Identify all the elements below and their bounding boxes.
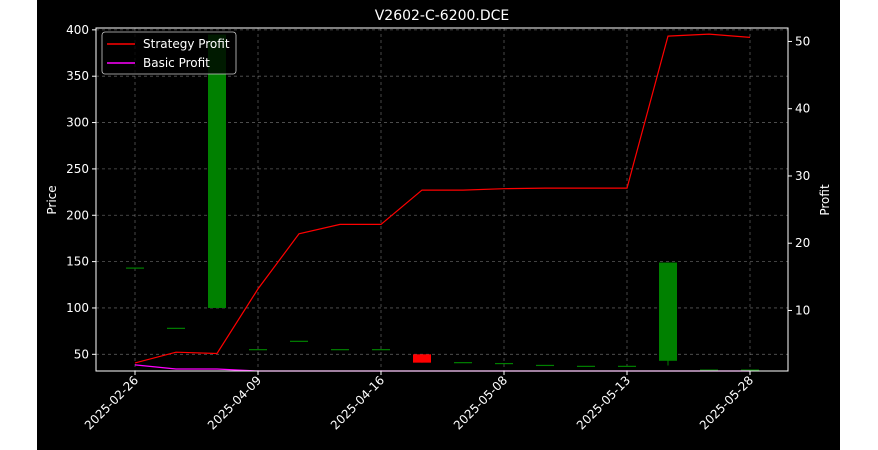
x-tick-label: 2025-04-16 xyxy=(328,373,387,432)
candle-body xyxy=(413,354,431,363)
legend: Strategy Profit Basic Profit xyxy=(101,31,237,75)
candle-body xyxy=(577,365,595,367)
legend-box xyxy=(101,31,237,75)
right-tick-label: 20 xyxy=(795,236,810,250)
candle-body xyxy=(372,349,390,351)
candle-body xyxy=(495,362,513,365)
left-tick-label: 400 xyxy=(66,23,89,37)
candles-layer xyxy=(126,34,759,371)
legend-label-strategy-profit: Strategy Profit xyxy=(143,37,230,51)
candle-body xyxy=(659,262,677,361)
candle-body xyxy=(249,349,267,351)
left-tick-label: 150 xyxy=(66,255,89,269)
left-tick-label: 200 xyxy=(66,208,89,222)
chart-svg: V2602-C-6200.DCE 50 100 150 200 250 300 350 400… xyxy=(45,8,832,432)
candle-body xyxy=(618,365,636,367)
x-tick-label: 2025-05-28 xyxy=(697,373,756,432)
left-tick-label: 300 xyxy=(66,116,89,130)
candle-body xyxy=(126,267,144,269)
x-tick-label: 2025-05-08 xyxy=(451,373,510,432)
candle-body xyxy=(700,369,718,371)
profit-lines-layer xyxy=(134,33,751,372)
grid-lines xyxy=(96,28,788,371)
left-tick-label: 50 xyxy=(74,347,89,361)
candle-body xyxy=(454,362,472,364)
candle-body xyxy=(208,34,226,308)
chart-figure: V2602-C-6200.DCE 50 100 150 200 250 300 350 400… xyxy=(37,0,840,450)
chart-title: V2602-C-6200.DCE xyxy=(375,8,510,24)
basic-profit-line xyxy=(134,364,750,372)
candle-body xyxy=(167,327,185,329)
candle-body xyxy=(536,364,554,367)
right-tick-label: 40 xyxy=(795,102,810,116)
candle-body xyxy=(741,369,759,371)
x-tick-label: 2025-05-13 xyxy=(574,373,633,432)
candle-body xyxy=(331,349,349,351)
right-tick-label: 10 xyxy=(795,303,810,317)
left-tick-label: 100 xyxy=(66,301,89,315)
candle-body xyxy=(290,340,308,342)
right-tick-label: 30 xyxy=(795,169,810,183)
right-axis-ticks: 10 20 30 40 50 xyxy=(788,34,810,317)
x-tick-label: 2025-04-09 xyxy=(205,373,264,432)
right-tick-label: 50 xyxy=(795,34,810,48)
x-axis-ticks: 2025-02-26 2025-04-09 2025-04-16 2025-05-08… xyxy=(82,371,756,432)
plot-frame xyxy=(95,27,789,372)
left-tick-label: 350 xyxy=(66,69,89,83)
left-tick-label: 250 xyxy=(66,162,89,176)
strategy-profit-line xyxy=(134,33,751,364)
x-tick-label: 2025-02-26 xyxy=(82,373,141,432)
left-axis-label: Price xyxy=(45,185,59,214)
legend-label-basic-profit: Basic Profit xyxy=(143,56,210,70)
left-axis-ticks: 50 100 150 200 250 300 350 400 xyxy=(66,23,96,361)
right-axis-label: Profit xyxy=(818,184,832,216)
